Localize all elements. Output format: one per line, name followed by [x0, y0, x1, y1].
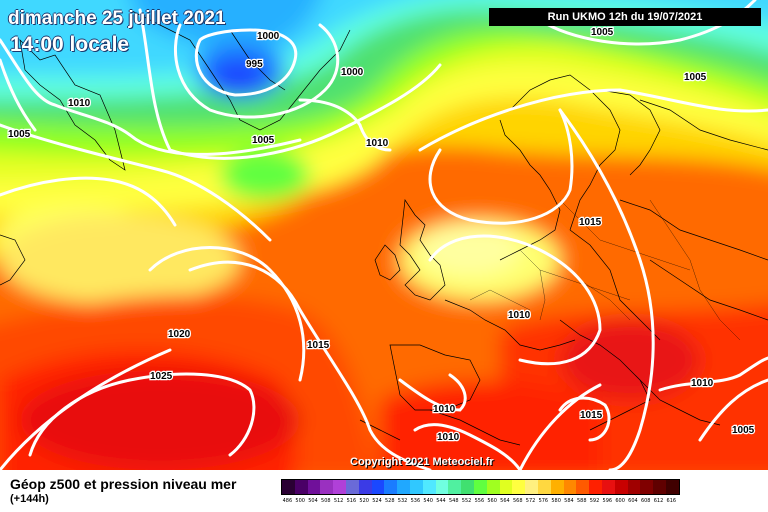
color-scale	[281, 479, 680, 495]
forecast-lead-time: (+144h)	[10, 493, 49, 505]
scale-tick-label: 512	[333, 498, 344, 504]
isobar-label: 1005	[732, 425, 755, 436]
scale-swatch	[448, 480, 462, 494]
scale-swatch	[345, 480, 359, 494]
scale-tick-label: 544	[436, 498, 446, 504]
scale-swatch	[563, 480, 577, 494]
scale-swatch	[640, 480, 654, 494]
scale-tick-label: 524	[372, 498, 382, 504]
coastlines	[0, 9, 768, 446]
scale-swatch	[499, 480, 513, 494]
weather-map: 1000 995 1000 1005 1005 1010 1005 1005 1…	[0, 0, 768, 470]
scale-tick-label: 588	[576, 498, 587, 504]
isobar-label: 1005	[684, 72, 707, 83]
scale-tick-label: 532	[397, 498, 408, 504]
scale-tick-label: 516	[346, 498, 357, 504]
isobar-label: 1000	[341, 67, 364, 78]
scale-swatch	[397, 480, 410, 494]
legend-title: Géop z500 et pression niveau mer	[10, 476, 237, 492]
geopotential-field: 1000 995 1000 1005 1005 1010 1005 1005 1…	[0, 0, 768, 470]
isobar-label: 1000	[257, 31, 280, 42]
scale-swatch	[358, 480, 372, 494]
scale-swatch	[307, 480, 321, 494]
scale-tick-label: 500	[295, 498, 305, 504]
scale-tick-label: 508	[321, 498, 331, 504]
scale-tick-label: 536	[410, 498, 421, 504]
scale-swatch	[601, 480, 615, 494]
scale-tick-label: 600	[615, 498, 625, 504]
isobar-label: 1010	[366, 138, 389, 149]
isobar-label: 1010	[691, 378, 714, 389]
scale-tick-label: 486	[282, 498, 293, 504]
scale-swatch	[486, 480, 500, 494]
scale-swatch	[512, 480, 526, 494]
scale-swatch	[550, 480, 564, 494]
scale-tick-label: 564	[500, 498, 510, 504]
isobar-label: 995	[246, 59, 263, 70]
isobar-label: 1005	[591, 27, 614, 38]
isobar-label: 1010	[437, 432, 460, 443]
scale-swatch	[333, 480, 346, 494]
scale-swatch	[665, 480, 679, 494]
scale-swatch	[435, 480, 449, 494]
scale-tick-label: 540	[423, 498, 433, 504]
isobar-labels: 1000 995 1000 1005 1005 1010 1005 1005 1…	[7, 26, 756, 445]
isobar-label: 1010	[68, 98, 91, 109]
scale-tick-label: 584	[564, 498, 574, 504]
scale-swatch	[614, 480, 628, 494]
scale-swatch	[294, 480, 308, 494]
isobar-label: 1005	[8, 129, 31, 140]
scale-tick-label: 580	[551, 498, 561, 504]
scale-swatch	[422, 480, 436, 494]
scale-tick-label: 576	[538, 498, 549, 504]
forecast-date: dimanche 25 juillet 2021	[8, 8, 226, 29]
scale-swatch	[320, 480, 334, 494]
scale-tick-label: 556	[474, 498, 485, 504]
isobar-label: 1015	[307, 340, 330, 351]
scale-swatch	[371, 480, 385, 494]
scale-tick-label: 612	[653, 498, 664, 504]
scale-tick-label: 572	[525, 498, 536, 504]
isobar-label: 1015	[579, 217, 602, 228]
scale-swatch	[627, 480, 641, 494]
borders	[469, 199, 741, 341]
copyright-notice: Copyright 2021 Meteociel.fr	[350, 456, 494, 468]
scale-swatch	[282, 480, 295, 494]
color-scale-labels: 486 500 504 508 512 516 520 524 528 532 536 540 544 5…	[281, 498, 678, 504]
isobar-label: 1010	[433, 404, 456, 415]
isobar-label: 1010	[508, 310, 531, 321]
scale-tick-label: 592	[589, 498, 600, 504]
isobar-label: 1015	[580, 410, 603, 421]
scale-tick-label: 568	[512, 498, 523, 504]
isobar-label: 1020	[168, 329, 191, 340]
scale-swatch	[576, 480, 590, 494]
scale-swatch	[384, 480, 398, 494]
isobar-label: 1025	[150, 371, 173, 382]
scale-tick-label: 552	[461, 498, 472, 504]
model-run-label: Run UKMO 12h du 19/07/2021	[489, 8, 761, 26]
scale-tick-label: 608	[640, 498, 651, 504]
scale-tick-label: 560	[487, 498, 497, 504]
isobar-lines	[0, 0, 768, 470]
color-bands	[0, 0, 768, 470]
scale-swatch	[589, 480, 602, 494]
scale-swatch	[409, 480, 423, 494]
scale-swatch	[525, 480, 538, 494]
scale-tick-label: 604	[628, 498, 638, 504]
scale-swatch	[537, 480, 551, 494]
scale-tick-label: 596	[602, 498, 613, 504]
scale-tick-label: 548	[448, 498, 459, 504]
scale-tick-label: 616	[666, 498, 677, 504]
scale-swatch	[473, 480, 487, 494]
isobar-label: 1005	[252, 135, 275, 146]
scale-tick-label: 528	[385, 498, 395, 504]
scale-swatch	[461, 480, 474, 494]
scale-tick-label: 504	[308, 498, 318, 504]
scale-tick-label: 520	[359, 498, 369, 504]
forecast-time: 14:00 locale	[10, 33, 130, 56]
scale-swatch	[653, 480, 666, 494]
